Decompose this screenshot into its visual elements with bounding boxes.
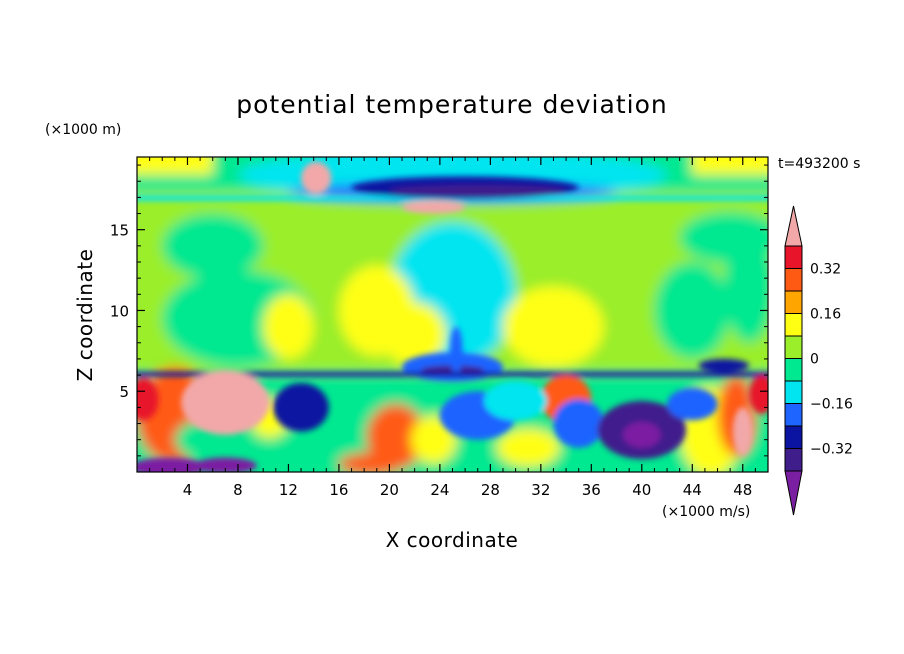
- colorbar-segment: [784, 335, 803, 359]
- contour-field: [137, 157, 768, 472]
- time-label: t=493200 s: [778, 156, 860, 172]
- y-unit-label: (×1000 m): [45, 122, 121, 138]
- x-tick-label: 8: [233, 481, 243, 499]
- colorbar-tick-label: 0.32: [810, 262, 841, 278]
- colorbar-tick-label: −0.32: [810, 442, 853, 458]
- colorbar-segment: [784, 380, 803, 404]
- colorbar-segment: [784, 245, 803, 269]
- colorbar-segment: [784, 425, 803, 449]
- x-tick-label: 20: [380, 481, 399, 499]
- y-tick-label: 10: [110, 302, 129, 320]
- x-tick-label: 32: [531, 481, 550, 499]
- x-unit-label: (×1000 m/s): [662, 504, 750, 520]
- x-tick-label: 12: [279, 481, 298, 499]
- colorbar-segment: [784, 268, 803, 292]
- x-tick-label: 48: [733, 481, 752, 499]
- y-axis: 5 10 15: [110, 164, 768, 457]
- y-tick-label: 5: [119, 383, 129, 401]
- colorbar-tick-label: 0.16: [810, 307, 841, 323]
- colorbar-extend-low: [784, 470, 803, 516]
- colorbar-segment: [784, 403, 803, 427]
- colorbar-tick-label: −0.16: [810, 397, 853, 413]
- x-axis-label: X coordinate: [386, 528, 519, 552]
- y-tick-label: 15: [110, 222, 129, 240]
- colorbar-segment: [784, 313, 803, 337]
- colorbar-segment: [784, 448, 803, 472]
- colorbar-tick-label: 0: [810, 352, 819, 368]
- x-tick-label: 40: [632, 481, 651, 499]
- x-tick-label: 4: [183, 481, 193, 499]
- colorbar-segment: [784, 358, 803, 382]
- x-tick-label: 36: [582, 481, 601, 499]
- x-tick-label: 24: [430, 481, 449, 499]
- x-tick-label: 28: [481, 481, 500, 499]
- x-tick-label: 16: [329, 481, 348, 499]
- colorbar-extend-high: [784, 205, 803, 247]
- y-axis-label: Z coordinate: [73, 249, 97, 382]
- colorbar-segment: [784, 290, 803, 314]
- colorbar: −0.32 −0.16 0 0.16 0.32: [784, 205, 853, 516]
- x-tick-label: 44: [683, 481, 702, 499]
- x-axis: 4 8 12 16 20 24 28 32 36 40 44 48: [149, 157, 756, 499]
- chart-title: potential temperature deviation: [236, 90, 667, 119]
